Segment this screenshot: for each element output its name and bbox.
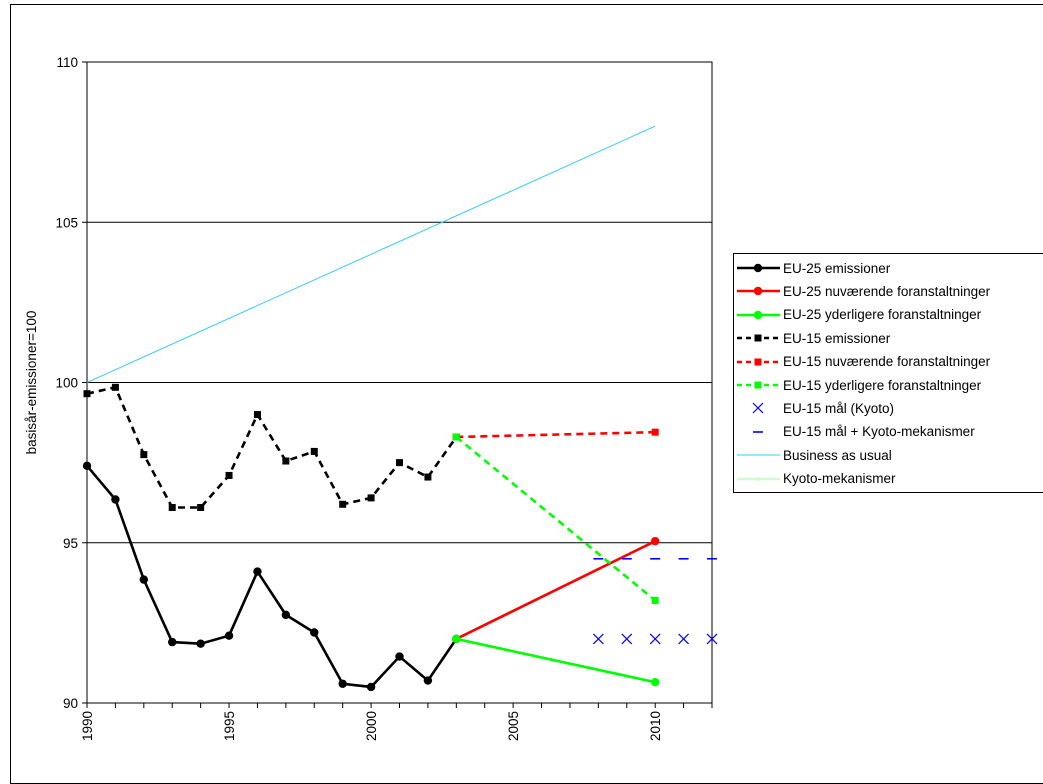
series-line xyxy=(456,637,656,684)
series-layer xyxy=(82,125,718,692)
legend-symbol xyxy=(737,476,780,481)
legend-symbol xyxy=(737,381,780,389)
legend-symbol xyxy=(753,430,763,433)
legend-symbol xyxy=(737,263,780,273)
legend-label: EU-15 mål (Kyoto) xyxy=(783,400,895,416)
data-point xyxy=(310,628,319,637)
data-point xyxy=(706,633,718,645)
data-point xyxy=(281,610,291,620)
x-tick-label: 2005 xyxy=(506,711,521,741)
data-point xyxy=(253,567,262,576)
y-tick-label: 105 xyxy=(55,215,78,230)
data-point xyxy=(196,639,205,648)
legend-item: EU-15 nuværende foranstaltninger xyxy=(734,351,990,373)
data-point xyxy=(282,457,290,465)
series-line xyxy=(86,125,656,383)
legend-label: Business as usual xyxy=(783,447,892,463)
legend-item: Business as usual xyxy=(734,444,892,466)
data-point xyxy=(452,634,461,644)
data-point xyxy=(452,433,460,441)
series-line xyxy=(86,464,458,689)
data-point xyxy=(338,679,347,688)
data-point xyxy=(651,428,659,436)
series-line xyxy=(455,435,657,602)
legend-item: EU-25 yderligere foranstaltninger xyxy=(734,304,981,326)
data-point xyxy=(649,633,661,645)
series-eu-25-nuv-rende-foranstaltninger xyxy=(452,536,660,644)
legend-symbol xyxy=(737,310,780,319)
y-tick-label: 100 xyxy=(55,376,78,391)
data-point xyxy=(650,536,660,546)
data-point xyxy=(650,677,660,687)
series-line xyxy=(455,539,656,641)
data-point xyxy=(651,596,659,604)
data-point xyxy=(367,494,375,502)
legend-symbol xyxy=(737,287,780,296)
series-line xyxy=(456,430,656,439)
data-point xyxy=(140,451,148,459)
legend-symbol xyxy=(737,454,780,456)
data-point xyxy=(423,676,433,685)
data-point xyxy=(139,575,149,584)
legend-item: EU-15 emissioner xyxy=(734,327,890,349)
legend-label: EU-25 emissioner xyxy=(783,260,891,276)
data-point xyxy=(678,633,690,645)
data-point xyxy=(197,503,205,511)
data-point xyxy=(396,459,403,467)
legend-label: EU-25 nuværende foranstaltninger xyxy=(783,283,991,299)
series-eu-25-yderligere-foranstaltninger xyxy=(452,634,660,687)
data-point xyxy=(168,503,176,511)
legend-label: EU-25 yderligere foranstaltninger xyxy=(783,307,982,323)
series-business-as-usual xyxy=(86,125,656,383)
y-axis-label: basisår-emissioner=100 xyxy=(24,311,39,455)
legend-label: EU-15 mål + Kyoto-mekanismer xyxy=(783,424,975,440)
data-point xyxy=(395,652,404,661)
data-point xyxy=(225,471,233,479)
series-eu-15-emissioner xyxy=(83,383,460,511)
legend-item: EU-25 emissioner xyxy=(734,257,890,279)
data-point xyxy=(339,500,347,508)
legend-item: Kyoto-mekanismer xyxy=(734,468,896,490)
legend-symbol xyxy=(752,402,764,414)
data-point xyxy=(310,447,318,455)
data-point xyxy=(424,473,432,481)
legend-label: EU-15 yderligere foranstaltninger xyxy=(783,377,982,393)
gridlines xyxy=(87,221,712,544)
legend-item: EU-25 nuværende foranstaltninger xyxy=(734,280,990,302)
y-tick-label: 95 xyxy=(63,536,78,551)
legend-symbol xyxy=(737,358,780,366)
data-point xyxy=(111,383,119,391)
data-point xyxy=(224,631,234,640)
legend-item: EU-15 yderligere foranstaltninger xyxy=(734,374,981,396)
y-axis-ticks: 90 95 100 105 110 xyxy=(55,55,87,711)
series-line xyxy=(86,385,458,509)
x-tick-label: 1990 xyxy=(80,711,95,741)
y-tick-label: 110 xyxy=(56,55,78,70)
legend-item: EU-15 mål (Kyoto) xyxy=(734,397,894,419)
legend-label: EU-15 emissioner xyxy=(783,330,891,346)
series-eu-15-nuv-rende-foranstaltninger xyxy=(452,428,659,441)
data-point xyxy=(111,495,120,504)
x-axis-ticks: 1990 1995 2000 2005 2010 xyxy=(80,703,713,741)
series-eu-15-yderligere-foranstaltninger xyxy=(452,433,659,604)
y-tick-label: 90 xyxy=(63,696,78,711)
series-eu-25-emissioner xyxy=(82,461,461,692)
data-point xyxy=(168,637,177,647)
series-eu-15-m-l-kyoto xyxy=(592,633,718,645)
legend-symbol xyxy=(737,334,780,342)
legend-item: EU-15 mål + Kyoto-mekanismer xyxy=(734,421,975,443)
legend-label: EU-15 nuværende foranstaltninger xyxy=(783,354,991,370)
legend: EU-25 emissioner EU-25 nuværende foransta… xyxy=(733,253,1043,493)
x-tick-label: 1995 xyxy=(222,711,237,741)
data-point xyxy=(83,390,91,398)
x-tick-label: 2000 xyxy=(364,711,379,741)
data-point xyxy=(366,682,376,692)
data-point xyxy=(253,411,261,419)
legend-label: Kyoto-mekanismer xyxy=(783,471,896,487)
data-point xyxy=(592,633,604,645)
data-point xyxy=(82,461,92,471)
data-point xyxy=(621,633,633,645)
x-tick-label: 2010 xyxy=(648,711,663,741)
